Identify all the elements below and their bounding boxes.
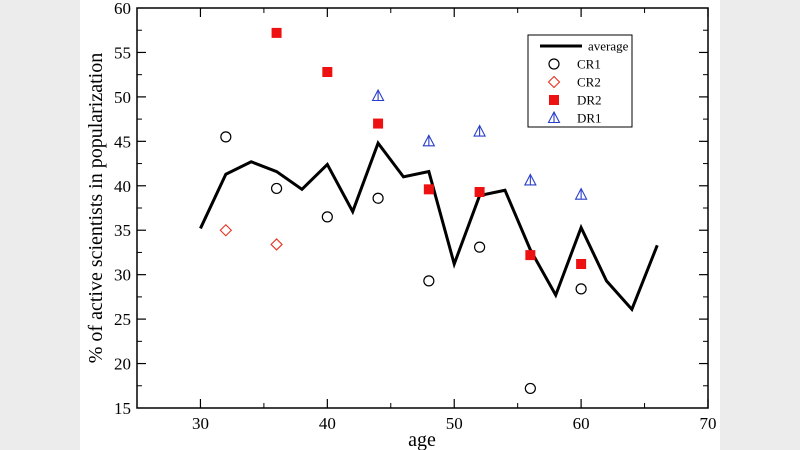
point-DR2 <box>373 118 384 129</box>
series-CR2 <box>219 223 283 251</box>
legend-label-DR1: DR1 <box>577 111 602 126</box>
point-DR1 <box>523 173 537 186</box>
y-tick-label: 35 <box>114 221 131 240</box>
point-DR2 <box>423 184 434 195</box>
x-tick-label: 60 <box>573 414 590 433</box>
point-DR1 <box>473 124 487 137</box>
point-DR2 <box>271 27 282 38</box>
point-CR1 <box>575 283 587 295</box>
legend-entry-average: average <box>540 39 629 54</box>
point-DR1 <box>371 88 385 102</box>
y-tick-label: 40 <box>114 177 131 196</box>
y-axis-label: % of active scientists in popularization <box>85 53 107 363</box>
y-tick-label: 60 <box>114 0 131 18</box>
series-DR2 <box>271 27 587 269</box>
y-tick-label: 20 <box>114 355 131 374</box>
series-CR1 <box>220 131 587 395</box>
legend-label-average: average <box>588 39 629 54</box>
line-average <box>199 140 659 313</box>
legend-swatch-CR1 <box>548 58 560 70</box>
point-CR2 <box>219 223 233 237</box>
x-tick-label: 40 <box>319 414 336 433</box>
legend-swatch-DR2 <box>549 95 559 105</box>
y-tick-label: 45 <box>114 132 131 151</box>
point-CR1 <box>474 241 486 253</box>
point-DR1 <box>422 134 436 147</box>
legend-entry-DR2: DR2 <box>549 93 602 108</box>
legend-entry-CR2: CR2 <box>547 75 601 90</box>
x-axis-label: age <box>408 429 436 450</box>
x-tick-label: 50 <box>446 414 463 433</box>
y-tick-label: 55 <box>114 43 131 62</box>
legend-label-DR2: DR2 <box>577 93 602 108</box>
point-DR1 <box>574 187 588 200</box>
legend-box <box>527 34 633 128</box>
legend-label-CR1: CR1 <box>577 57 601 72</box>
point-DR2 <box>474 187 485 197</box>
point-CR1 <box>321 211 333 223</box>
point-CR1 <box>220 131 232 143</box>
point-CR1 <box>423 275 435 287</box>
series-average <box>199 140 659 313</box>
x-tick-label: 30 <box>192 414 209 433</box>
y-tick-label: 30 <box>114 266 131 285</box>
legend-swatch-CR2 <box>547 75 561 89</box>
legend-swatch-DR1 <box>547 110 561 124</box>
y-tick-label: 50 <box>114 88 131 107</box>
point-DR2 <box>322 67 333 77</box>
y-tick-label: 25 <box>114 310 131 329</box>
point-DR2 <box>576 259 587 269</box>
point-CR1 <box>270 182 283 195</box>
point-CR1 <box>524 382 536 395</box>
legend: average CR1 CR2 DR2 DR1 <box>527 34 633 128</box>
legend-entry-CR1: CR1 <box>548 57 601 72</box>
point-CR1 <box>372 192 384 204</box>
legend-label-CR2: CR2 <box>577 75 601 90</box>
legend-entry-DR1: DR1 <box>547 110 602 126</box>
point-CR2 <box>270 238 283 251</box>
x-tick-label: 70 <box>700 414 717 433</box>
y-tick-label: 15 <box>114 399 131 418</box>
point-DR2 <box>525 250 536 261</box>
series-DR1 <box>371 88 588 200</box>
